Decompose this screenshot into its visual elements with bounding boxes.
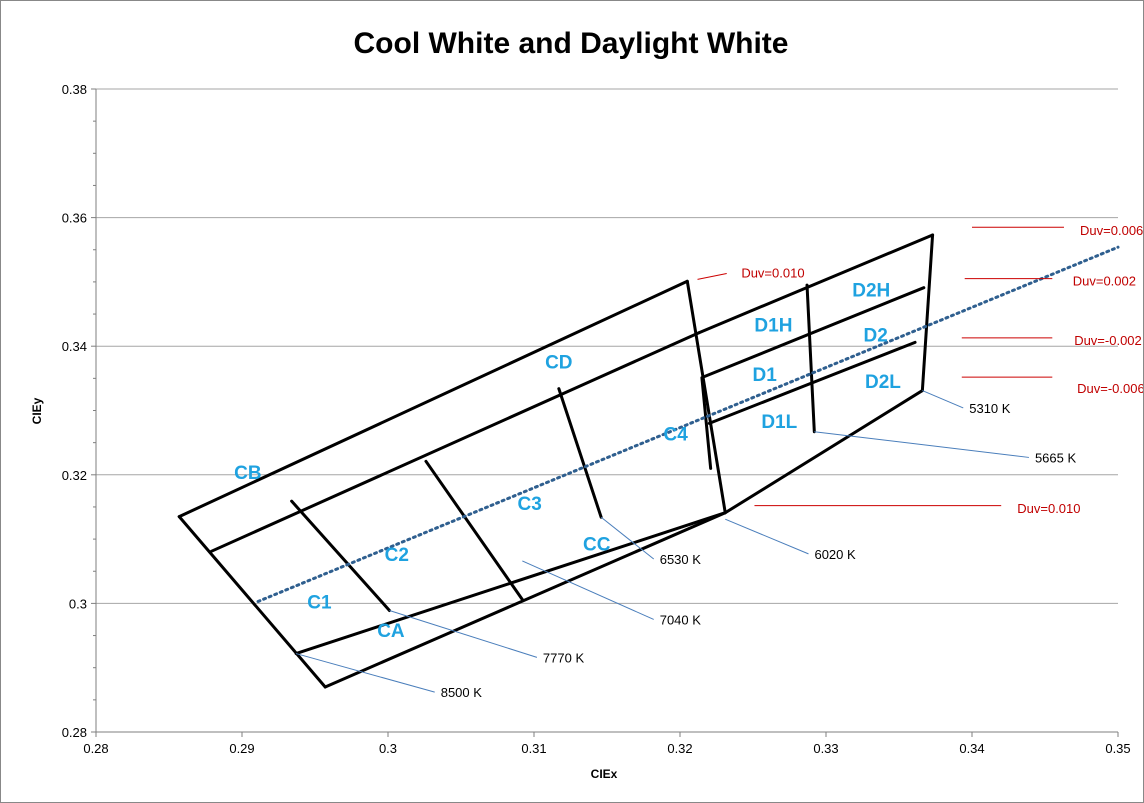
cct-leader-line — [389, 609, 538, 658]
y-tick-label: 0.28 — [62, 725, 87, 740]
y-axis-label: CIEy — [30, 397, 44, 424]
cct-label: 8500 K — [441, 685, 483, 700]
x-tick-label: 0.34 — [959, 741, 984, 756]
bin-label: D1H — [754, 315, 792, 336]
bin-boundary-line — [290, 499, 391, 612]
x-tick-label: 0.33 — [813, 741, 838, 756]
cct-leader-line — [522, 560, 654, 620]
x-axis-label: CIEx — [591, 767, 618, 781]
cct-label: 5665 K — [1035, 450, 1077, 465]
bin-boundaries — [177, 233, 1120, 689]
cct-callouts: 8500 K 7770 K 7040 K 6530 K 6020 K 5665 K 5310… — [295, 390, 1077, 700]
axes: 0.28 0.3 0.32 0.34 0.36 0.38 0.28 0.29 0.3 0.31 0.… — [62, 82, 1131, 756]
bin-boundary-line — [700, 376, 713, 470]
bin-boundary-line — [685, 279, 727, 515]
y-tick-label: 0.38 — [62, 82, 87, 97]
bin-boundary-line — [177, 515, 327, 689]
bin-boundary-line — [703, 286, 926, 378]
y-tick-label: 0.34 — [62, 339, 87, 354]
x-tick-label: 0.28 — [83, 741, 108, 756]
x-tick-label: 0.32 — [667, 741, 692, 756]
bin-label: D2L — [865, 372, 901, 393]
bin-boundary-line — [920, 233, 935, 393]
x-tick-label: 0.35 — [1105, 741, 1130, 756]
y-tick-label: 0.32 — [62, 468, 87, 483]
duv-label: Duv=0.006 — [1080, 223, 1143, 238]
bin-label: CB — [234, 463, 261, 484]
duv-label: Duv=0.010 — [741, 265, 804, 280]
bin-boundary-line — [697, 233, 935, 335]
cct-label: 5310 K — [969, 401, 1011, 416]
bin-boundary-line — [424, 459, 524, 602]
duv-label: Duv=-0.002 — [1074, 333, 1142, 348]
cct-label: 6530 K — [660, 552, 702, 567]
bin-boundary-line — [177, 279, 689, 519]
bin-label: C2 — [385, 545, 409, 566]
planckian-locus-line — [256, 245, 1120, 603]
bin-label: D1 — [753, 365, 778, 386]
bin-boundary-line — [323, 511, 727, 689]
bin-label: D1L — [761, 412, 797, 433]
bin-label: D2 — [863, 326, 887, 347]
cct-label: 7040 K — [660, 612, 702, 627]
duv-label: Duv=0.002 — [1073, 274, 1136, 289]
bin-boundary-line — [209, 331, 701, 553]
bin-label: C1 — [307, 592, 332, 613]
y-tick-label: 0.36 — [62, 211, 87, 226]
cct-label: 6020 K — [814, 547, 856, 562]
bin-label: C4 — [663, 425, 688, 446]
chart-title: Cool White and Daylight White — [354, 27, 789, 60]
gridlines — [96, 88, 1118, 604]
cct-leader-line — [600, 516, 655, 560]
y-tick-label: 0.3 — [69, 596, 87, 611]
x-tick-label: 0.3 — [379, 741, 397, 756]
bin-boundary-line — [805, 283, 816, 434]
bin-label: CA — [377, 621, 405, 642]
x-tick-label: 0.29 — [229, 741, 254, 756]
bin-boundary-line — [723, 389, 924, 515]
duv-label: Duv=-0.006 — [1077, 381, 1143, 396]
cct-leader-line — [814, 431, 1029, 458]
bin-label: CD — [545, 353, 572, 374]
cct-leader-line — [725, 518, 809, 555]
duv-leader-line — [697, 273, 727, 280]
duv-labels: Duv=0.010 Duv=0.006 Duv=0.002 Duv=-0.002 Duv… — [697, 223, 1143, 516]
cct-label: 7770 K — [543, 650, 585, 665]
bin-label: C3 — [517, 494, 541, 515]
x-tick-label: 0.31 — [521, 741, 546, 756]
bin-label: D2H — [852, 281, 890, 302]
bin-label: CC — [583, 535, 611, 556]
duv-label: Duv=0.010 — [1017, 501, 1080, 516]
cct-leader-line — [922, 390, 964, 409]
cct-leader-line — [295, 653, 435, 693]
bin-boundary-line — [557, 387, 603, 519]
bin-region-labels: CB CD C1 C2 C3 C4 CA CC D1H D1 D1L D2H D2 D2L — [234, 281, 901, 642]
